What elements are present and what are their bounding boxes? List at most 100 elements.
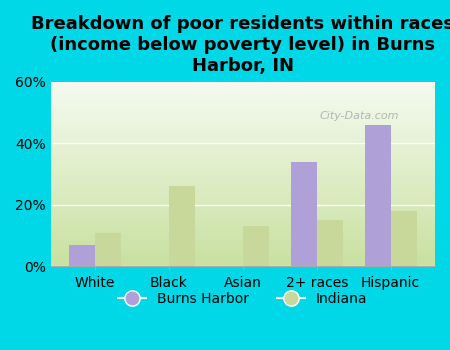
Bar	[50, 82, 435, 84]
Bar	[50, 133, 435, 135]
Bar	[50, 110, 435, 111]
Bar	[50, 180, 435, 182]
Bar	[50, 222, 435, 224]
Bar	[291, 162, 317, 266]
Bar	[50, 84, 435, 85]
Bar	[50, 143, 435, 145]
Bar	[50, 253, 435, 256]
Bar	[50, 150, 435, 152]
Bar	[50, 202, 435, 204]
Bar	[50, 178, 435, 180]
Bar	[50, 161, 435, 163]
Bar	[365, 125, 391, 266]
Legend: Burns Harbor, Indiana: Burns Harbor, Indiana	[112, 286, 373, 311]
Bar	[50, 183, 435, 185]
Bar	[50, 113, 435, 115]
Bar	[50, 239, 435, 240]
Bar	[50, 209, 435, 211]
Bar	[50, 198, 435, 200]
Bar	[50, 248, 435, 250]
Bar	[50, 148, 435, 150]
Bar	[50, 226, 435, 228]
Bar	[95, 233, 121, 266]
Bar	[50, 261, 435, 263]
Bar	[50, 191, 435, 192]
Bar	[50, 87, 435, 89]
Bar	[50, 237, 435, 239]
Bar	[50, 141, 435, 143]
Bar	[50, 265, 435, 266]
Bar	[50, 244, 435, 246]
Bar	[50, 91, 435, 93]
Bar	[50, 124, 435, 126]
Bar	[50, 128, 435, 130]
Bar	[50, 205, 435, 207]
Bar	[50, 211, 435, 213]
Bar	[50, 163, 435, 165]
Bar	[50, 263, 435, 265]
Bar	[50, 252, 435, 253]
Bar	[50, 168, 435, 170]
Bar	[50, 97, 435, 98]
Bar	[50, 158, 435, 159]
Bar	[50, 137, 435, 139]
Bar	[50, 217, 435, 218]
Bar	[50, 230, 435, 231]
Bar	[50, 196, 435, 198]
Bar	[50, 130, 435, 132]
Bar	[50, 187, 435, 189]
Bar	[50, 224, 435, 226]
Bar	[50, 240, 435, 243]
Bar	[50, 259, 435, 261]
Bar	[50, 185, 435, 187]
Bar	[50, 93, 435, 94]
Bar	[50, 215, 435, 217]
Bar	[50, 257, 435, 259]
Bar	[50, 132, 435, 133]
Bar	[50, 176, 435, 178]
Bar	[317, 220, 342, 266]
Bar	[50, 250, 435, 252]
Bar	[50, 213, 435, 215]
Bar	[50, 107, 435, 110]
Bar	[50, 102, 435, 104]
Bar	[50, 165, 435, 167]
Bar	[50, 122, 435, 124]
Bar	[50, 256, 435, 257]
Bar	[50, 172, 435, 174]
Bar	[50, 146, 435, 148]
Bar	[50, 220, 435, 222]
Bar	[50, 139, 435, 141]
Bar	[50, 218, 435, 220]
Bar	[50, 115, 435, 117]
Bar	[50, 181, 435, 183]
Bar	[50, 98, 435, 100]
Bar	[50, 117, 435, 119]
Bar	[50, 207, 435, 209]
Bar	[50, 204, 435, 205]
Bar	[50, 111, 435, 113]
Bar	[69, 245, 95, 266]
Bar	[50, 243, 435, 244]
Bar	[50, 170, 435, 172]
Title: Breakdown of poor residents within races
(income below poverty level) in Burns
H: Breakdown of poor residents within races…	[32, 15, 450, 75]
Bar	[50, 154, 435, 156]
Text: City-Data.com: City-Data.com	[320, 111, 399, 121]
Bar	[50, 106, 435, 107]
Bar	[50, 126, 435, 128]
Bar	[50, 174, 435, 176]
Bar	[50, 235, 435, 237]
Bar	[50, 152, 435, 154]
Bar	[50, 89, 435, 91]
Bar	[50, 200, 435, 202]
Bar	[50, 246, 435, 248]
Bar	[243, 226, 269, 266]
Bar	[50, 135, 435, 137]
Bar	[50, 193, 435, 194]
Bar	[50, 167, 435, 169]
Bar	[50, 104, 435, 106]
Bar	[50, 145, 435, 146]
Bar	[50, 228, 435, 230]
Bar	[50, 189, 435, 191]
Bar	[169, 187, 195, 266]
